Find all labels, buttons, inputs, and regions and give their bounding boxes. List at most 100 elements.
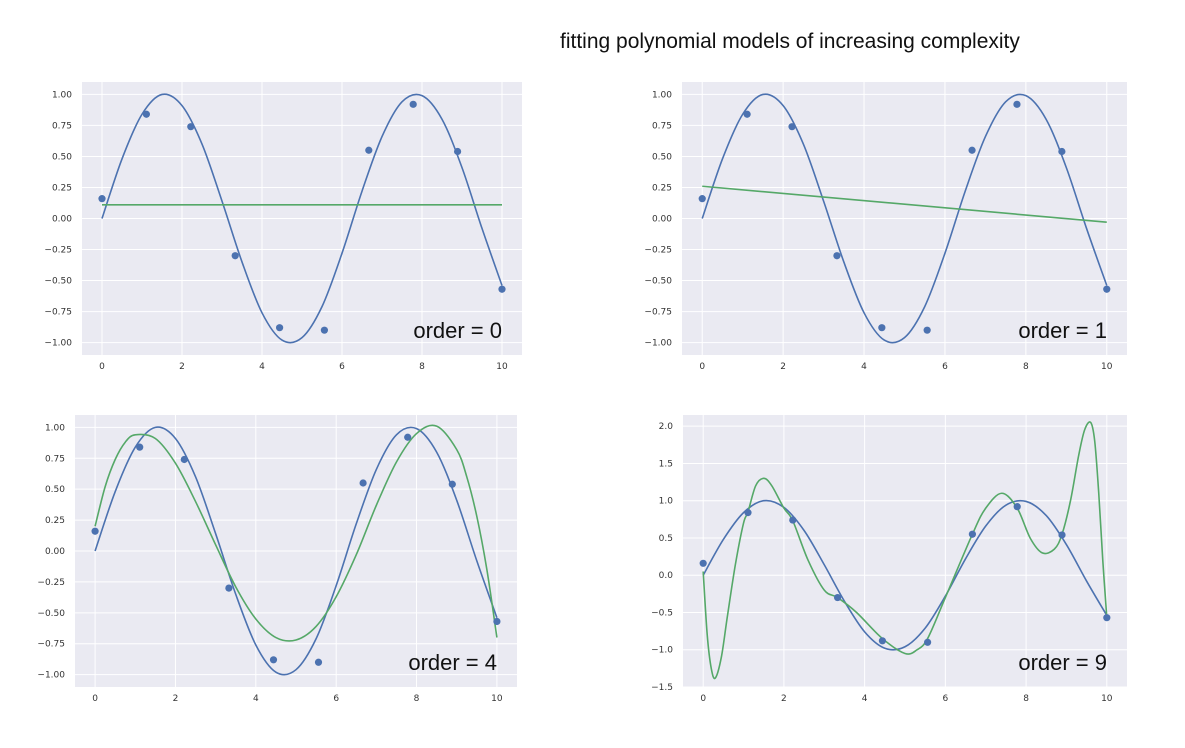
data-point [498, 285, 506, 293]
data-point [142, 110, 150, 118]
data-point [1013, 100, 1021, 108]
y-tick-label: 0.00 [45, 547, 65, 557]
data-point [833, 593, 842, 602]
y-tick-label: −0.5 [651, 608, 673, 618]
data-point [365, 146, 373, 154]
data-point [320, 326, 328, 334]
polynomial-fit-line [94, 424, 498, 642]
y-tick-label: 1.00 [52, 90, 72, 100]
y-tick-label: 0.50 [52, 152, 72, 162]
x-tick-label: 6 [942, 694, 948, 704]
y-tick-label: −0.75 [644, 308, 672, 318]
x-tick-label: 0 [700, 694, 706, 704]
data-point [269, 656, 278, 664]
order-annotation: order = 9 [1018, 650, 1107, 675]
y-tick-label: 0.25 [52, 183, 72, 193]
y-tick-label: −1.00 [37, 671, 65, 681]
x-tick-label: 0 [92, 694, 98, 704]
data-point [1103, 285, 1111, 293]
data-point [699, 559, 707, 567]
y-tick-label: −1.00 [644, 339, 672, 349]
y-tick-label: −0.50 [44, 277, 72, 287]
data-point [968, 530, 977, 538]
x-tick-label: 2 [173, 694, 179, 704]
true-function-line [101, 93, 503, 344]
x-tick-label: 4 [861, 362, 867, 372]
data-point [1013, 503, 1021, 511]
x-tick-label: 2 [781, 694, 787, 704]
true-function-line [94, 426, 498, 676]
y-tick-label: 2.0 [659, 422, 674, 432]
x-tick-label: 6 [333, 694, 339, 704]
order-annotation: order = 4 [408, 650, 497, 675]
y-tick-label: 1.0 [659, 497, 674, 507]
data-point [789, 516, 797, 524]
data-point [448, 480, 456, 488]
y-tick-label: 1.5 [659, 459, 673, 469]
data-point [1058, 147, 1066, 156]
y-tick-label: 0.00 [652, 215, 672, 225]
data-point [878, 637, 886, 645]
y-tick-label: −0.25 [44, 246, 72, 256]
y-tick-label: 1.00 [45, 423, 65, 433]
x-tick-label: 4 [259, 362, 265, 372]
x-tick-label: 8 [419, 362, 425, 372]
data-point [180, 455, 188, 464]
y-tick-label: 0.75 [52, 121, 72, 131]
x-tick-label: 4 [862, 694, 868, 704]
y-tick-label: 1.00 [652, 90, 672, 100]
y-tick-label: 0.75 [652, 121, 672, 131]
data-point [878, 324, 886, 332]
y-tick-label: 0.0 [659, 571, 674, 581]
y-tick-label: −0.50 [644, 277, 672, 287]
data-point [91, 527, 99, 535]
chart-order-4: 0 2 4 6 8 10 1.00 0.75 0.50 0.25 0.00 −0.25 −0.50 −0.… [37, 415, 517, 704]
order-annotation: order = 1 [1018, 318, 1107, 343]
data-point [454, 147, 462, 156]
y-tick-label: 0.25 [652, 183, 672, 193]
data-point [409, 100, 417, 108]
x-tick-label: 0 [99, 362, 105, 372]
chart-order-1: 0 2 4 6 8 10 1.00 0.75 0.50 0.25 0.00 −0.25 −0.50 −0.… [644, 82, 1127, 372]
x-tick-label: 8 [1023, 694, 1029, 704]
y-tick-label: 0.50 [652, 152, 672, 162]
data-point [744, 509, 752, 517]
data-point [788, 123, 796, 131]
data-point [493, 617, 501, 626]
data-point [968, 146, 976, 154]
y-tick-label: −0.75 [37, 640, 65, 650]
chart-order-9: 0 2 4 6 8 10 2.0 1.5 1.0 0.5 0.0 −0.5 −1.0 −1.5 order … [651, 415, 1127, 704]
y-tick-label: 0.25 [45, 516, 65, 526]
data-point [1103, 614, 1111, 622]
y-tick-label: −1.5 [651, 683, 673, 693]
y-tick-label: −1.00 [44, 339, 72, 349]
x-tick-label: 10 [1101, 694, 1113, 704]
y-tick-label: 0.75 [45, 454, 65, 464]
x-tick-label: 6 [942, 362, 948, 372]
x-tick-label: 8 [414, 694, 420, 704]
y-tick-label: 0.00 [52, 215, 72, 225]
polynomial-fit-line [702, 421, 1108, 680]
data-point [359, 479, 367, 487]
y-tick-label: −0.25 [37, 578, 65, 588]
y-tick-label: −0.75 [44, 308, 72, 318]
x-tick-label: 10 [1101, 362, 1113, 372]
y-tick-label: −0.25 [644, 246, 672, 256]
true-function-line [702, 499, 1108, 651]
x-tick-label: 2 [780, 362, 786, 372]
y-tick-label: −1.0 [651, 646, 673, 656]
data-point [404, 433, 412, 441]
data-point [187, 123, 195, 131]
x-tick-label: 6 [339, 362, 345, 372]
data-point [314, 658, 323, 666]
y-tick-label: −0.50 [37, 609, 65, 619]
data-point [743, 110, 751, 118]
data-point [698, 195, 706, 203]
true-function-line [701, 93, 1108, 344]
x-tick-label: 8 [1023, 362, 1029, 372]
data-point [98, 195, 106, 203]
x-tick-label: 10 [496, 362, 508, 372]
polynomial-fit-line [702, 185, 1107, 224]
data-point [136, 443, 144, 451]
figure-title: fitting polynomial models of increasing … [560, 30, 1020, 53]
